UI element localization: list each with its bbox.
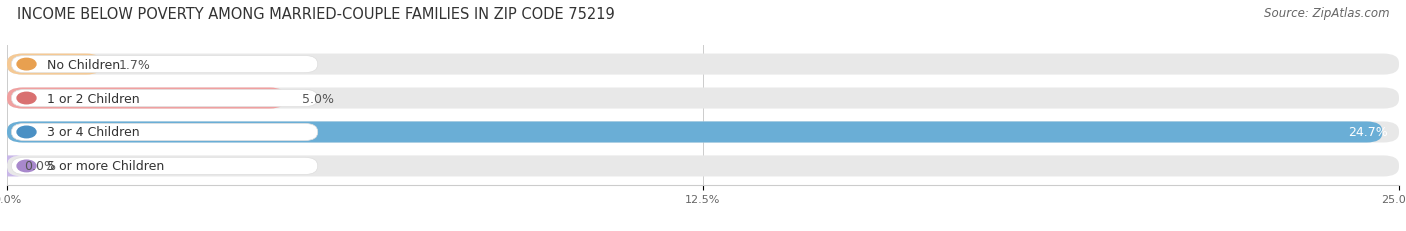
FancyBboxPatch shape [11,124,318,141]
FancyBboxPatch shape [0,156,22,177]
Circle shape [17,127,37,138]
Text: 3 or 4 Children: 3 or 4 Children [48,126,139,139]
Circle shape [17,59,37,70]
FancyBboxPatch shape [11,90,318,107]
Text: 24.7%: 24.7% [1348,126,1388,139]
Text: INCOME BELOW POVERTY AMONG MARRIED-COUPLE FAMILIES IN ZIP CODE 75219: INCOME BELOW POVERTY AMONG MARRIED-COUPL… [17,7,614,22]
FancyBboxPatch shape [7,88,285,109]
Text: 1 or 2 Children: 1 or 2 Children [48,92,139,105]
Text: 5 or more Children: 5 or more Children [48,160,165,173]
Text: No Children: No Children [48,58,121,71]
FancyBboxPatch shape [11,56,318,73]
FancyBboxPatch shape [11,158,318,175]
FancyBboxPatch shape [7,54,101,75]
FancyBboxPatch shape [7,54,1399,75]
FancyBboxPatch shape [7,88,1399,109]
Circle shape [17,93,37,104]
FancyBboxPatch shape [7,122,1382,143]
FancyBboxPatch shape [7,122,1399,143]
FancyBboxPatch shape [7,156,1399,177]
Text: Source: ZipAtlas.com: Source: ZipAtlas.com [1264,7,1389,20]
Text: 0.0%: 0.0% [24,160,56,173]
Text: 1.7%: 1.7% [118,58,150,71]
Text: 5.0%: 5.0% [302,92,335,105]
Circle shape [17,161,37,172]
